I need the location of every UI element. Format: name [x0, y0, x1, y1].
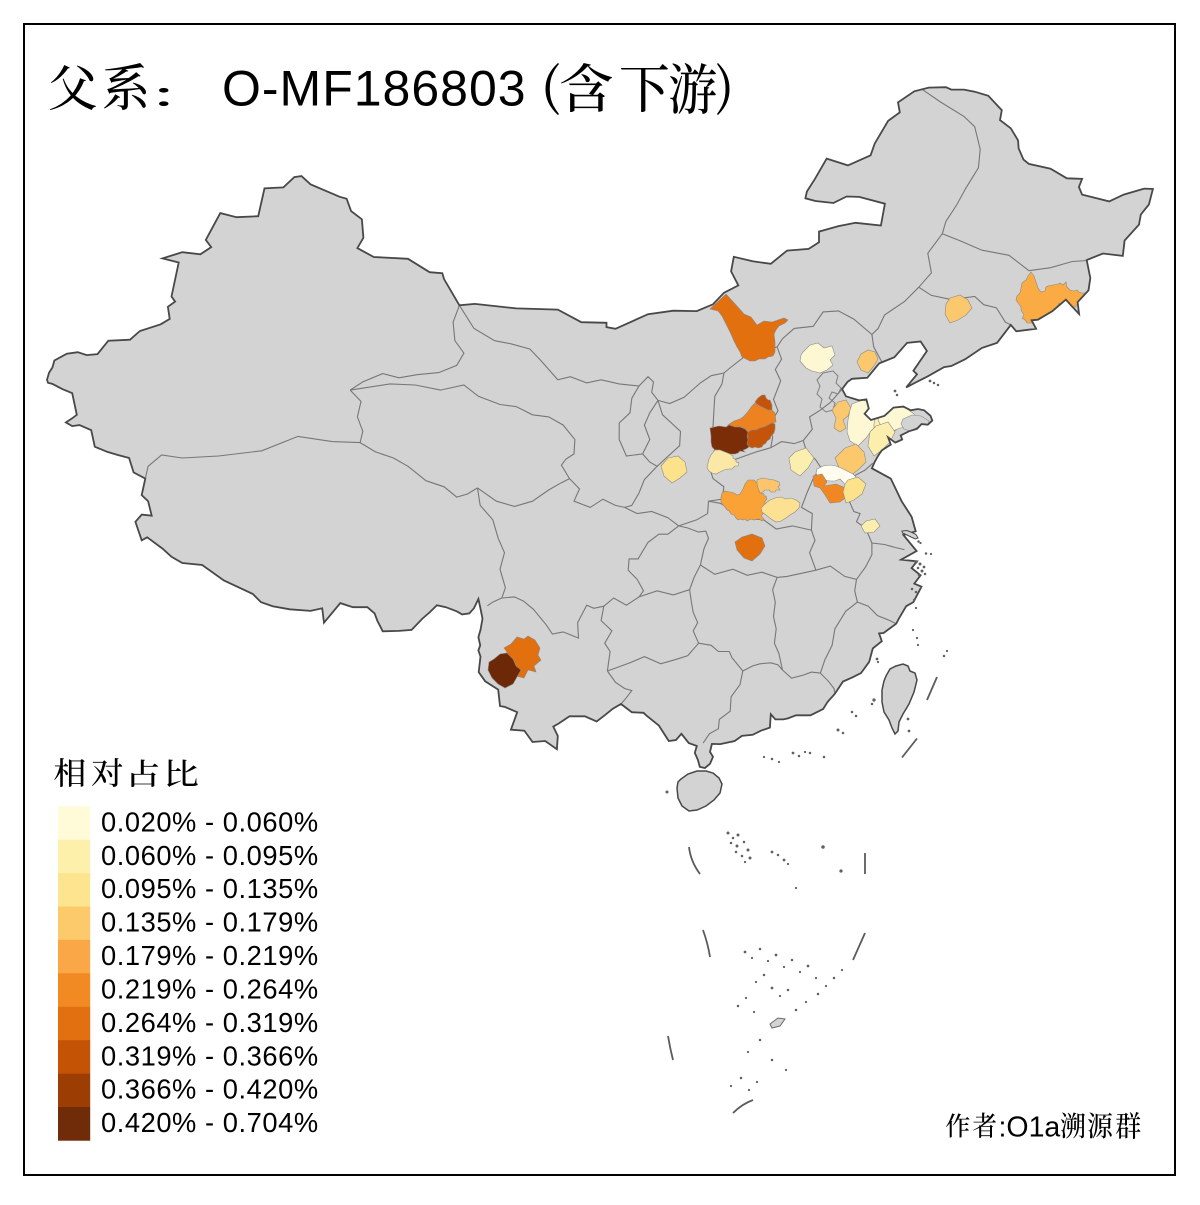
svg-text:0.095% - 0.135%: 0.095% - 0.135%	[101, 873, 319, 904]
svg-text:0.420% - 0.704%: 0.420% - 0.704%	[101, 1107, 319, 1138]
svg-text:0.319% - 0.366%: 0.319% - 0.366%	[101, 1040, 319, 1071]
svg-text::O1a: :O1a	[999, 1112, 1061, 1144]
svg-text:0.219% - 0.264%: 0.219% - 0.264%	[101, 973, 319, 1004]
svg-text:0.060% - 0.095%: 0.060% - 0.095%	[101, 840, 319, 871]
svg-text:0.135% - 0.179%: 0.135% - 0.179%	[101, 907, 319, 938]
svg-text:0.020% - 0.060%: 0.020% - 0.060%	[101, 806, 319, 837]
svg-text:O-MF186803: O-MF186803	[222, 61, 527, 117]
svg-text:0.264% - 0.319%: 0.264% - 0.319%	[101, 1007, 319, 1038]
svg-text:0.179% - 0.219%: 0.179% - 0.219%	[101, 940, 319, 971]
svg-text:0.366% - 0.420%: 0.366% - 0.420%	[101, 1074, 319, 1105]
